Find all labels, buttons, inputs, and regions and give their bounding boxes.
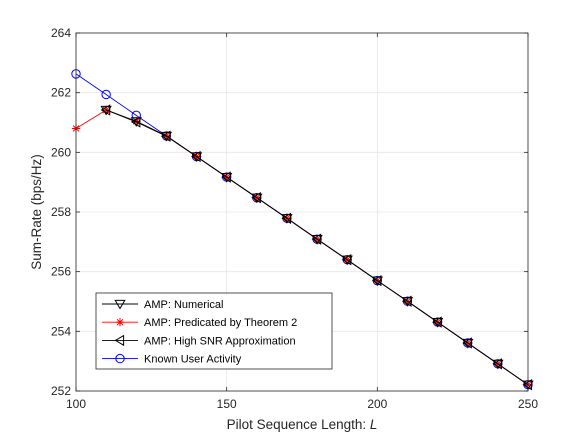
x-axis-label-variable: L bbox=[370, 417, 378, 432]
x-tick-label: 150 bbox=[217, 397, 237, 411]
y-tick-label: 254 bbox=[51, 324, 71, 338]
data-point bbox=[401, 297, 414, 307]
y-tick-label: 256 bbox=[51, 265, 71, 279]
series-line bbox=[105, 109, 529, 386]
y-axis-label: Sum-Rate (bps/Hz) bbox=[29, 154, 44, 270]
legend-label: AMP: Predicated by Theorem 2 bbox=[144, 317, 297, 329]
data-point bbox=[432, 316, 442, 328]
legend-box bbox=[95, 292, 333, 370]
data-point bbox=[190, 152, 203, 163]
legend-marker bbox=[114, 334, 125, 347]
series-amp-high-snr-approximation bbox=[100, 104, 533, 391]
legend: AMP: Numerical AMP: Predicated by Theorem… bbox=[95, 292, 333, 370]
legend-marker bbox=[115, 318, 125, 327]
x-tick-label: 200 bbox=[367, 397, 387, 411]
data-point bbox=[130, 116, 141, 128]
legend-marker bbox=[114, 299, 126, 310]
data-point bbox=[251, 193, 263, 204]
data-point bbox=[341, 255, 353, 266]
data-point bbox=[281, 212, 292, 224]
data-point bbox=[281, 214, 293, 224]
data-point bbox=[522, 379, 533, 391]
data-point bbox=[101, 105, 111, 115]
x-axis-label-text: Pilot Sequence Length: bbox=[227, 417, 370, 432]
data-point bbox=[251, 192, 261, 204]
data-point bbox=[160, 131, 173, 142]
y-tick-label: 260 bbox=[51, 145, 71, 159]
x-tick-label: 100 bbox=[66, 397, 86, 411]
legend-label: AMP: High SNR Approximation bbox=[144, 335, 296, 347]
x-axis-label: Pilot Sequence Length: L bbox=[227, 417, 378, 432]
data-point bbox=[130, 117, 142, 127]
data-point bbox=[371, 276, 384, 287]
legend-item: AMP: Predicated by Theorem 2 bbox=[102, 317, 297, 329]
data-point bbox=[401, 295, 412, 307]
legend-item: AMP: High SNR Approximation bbox=[102, 334, 296, 347]
data-point bbox=[311, 235, 323, 245]
data-point bbox=[160, 130, 171, 142]
legend-item: Known User Activity bbox=[102, 354, 242, 366]
data-point bbox=[100, 104, 111, 116]
series-layer bbox=[71, 69, 534, 391]
data-point bbox=[462, 337, 472, 349]
data-point bbox=[341, 254, 352, 266]
data-point bbox=[311, 233, 322, 245]
y-tick-label: 262 bbox=[51, 86, 71, 100]
legend-label: AMP: Numerical bbox=[144, 299, 223, 311]
legend-label: Known User Activity bbox=[144, 354, 242, 366]
y-tick-label: 264 bbox=[51, 26, 71, 40]
y-tick-label: 258 bbox=[51, 205, 71, 219]
data-point bbox=[101, 89, 111, 100]
data-point bbox=[190, 150, 201, 163]
data-point bbox=[431, 317, 444, 328]
axis-ticks bbox=[75, 32, 529, 392]
data-point bbox=[492, 358, 502, 370]
data-point bbox=[492, 359, 504, 370]
data-point bbox=[220, 172, 233, 183]
axis-tick-labels: 100 150 200 250 252 254 256 258 260 262 264 bbox=[51, 26, 538, 411]
x-tick-label: 250 bbox=[518, 397, 538, 411]
data-point bbox=[462, 338, 474, 349]
y-tick-label: 252 bbox=[51, 384, 71, 398]
data-point bbox=[221, 171, 231, 183]
legend-marker bbox=[115, 353, 125, 364]
legend-item: AMP: Numerical bbox=[102, 299, 223, 311]
data-point bbox=[371, 274, 382, 287]
